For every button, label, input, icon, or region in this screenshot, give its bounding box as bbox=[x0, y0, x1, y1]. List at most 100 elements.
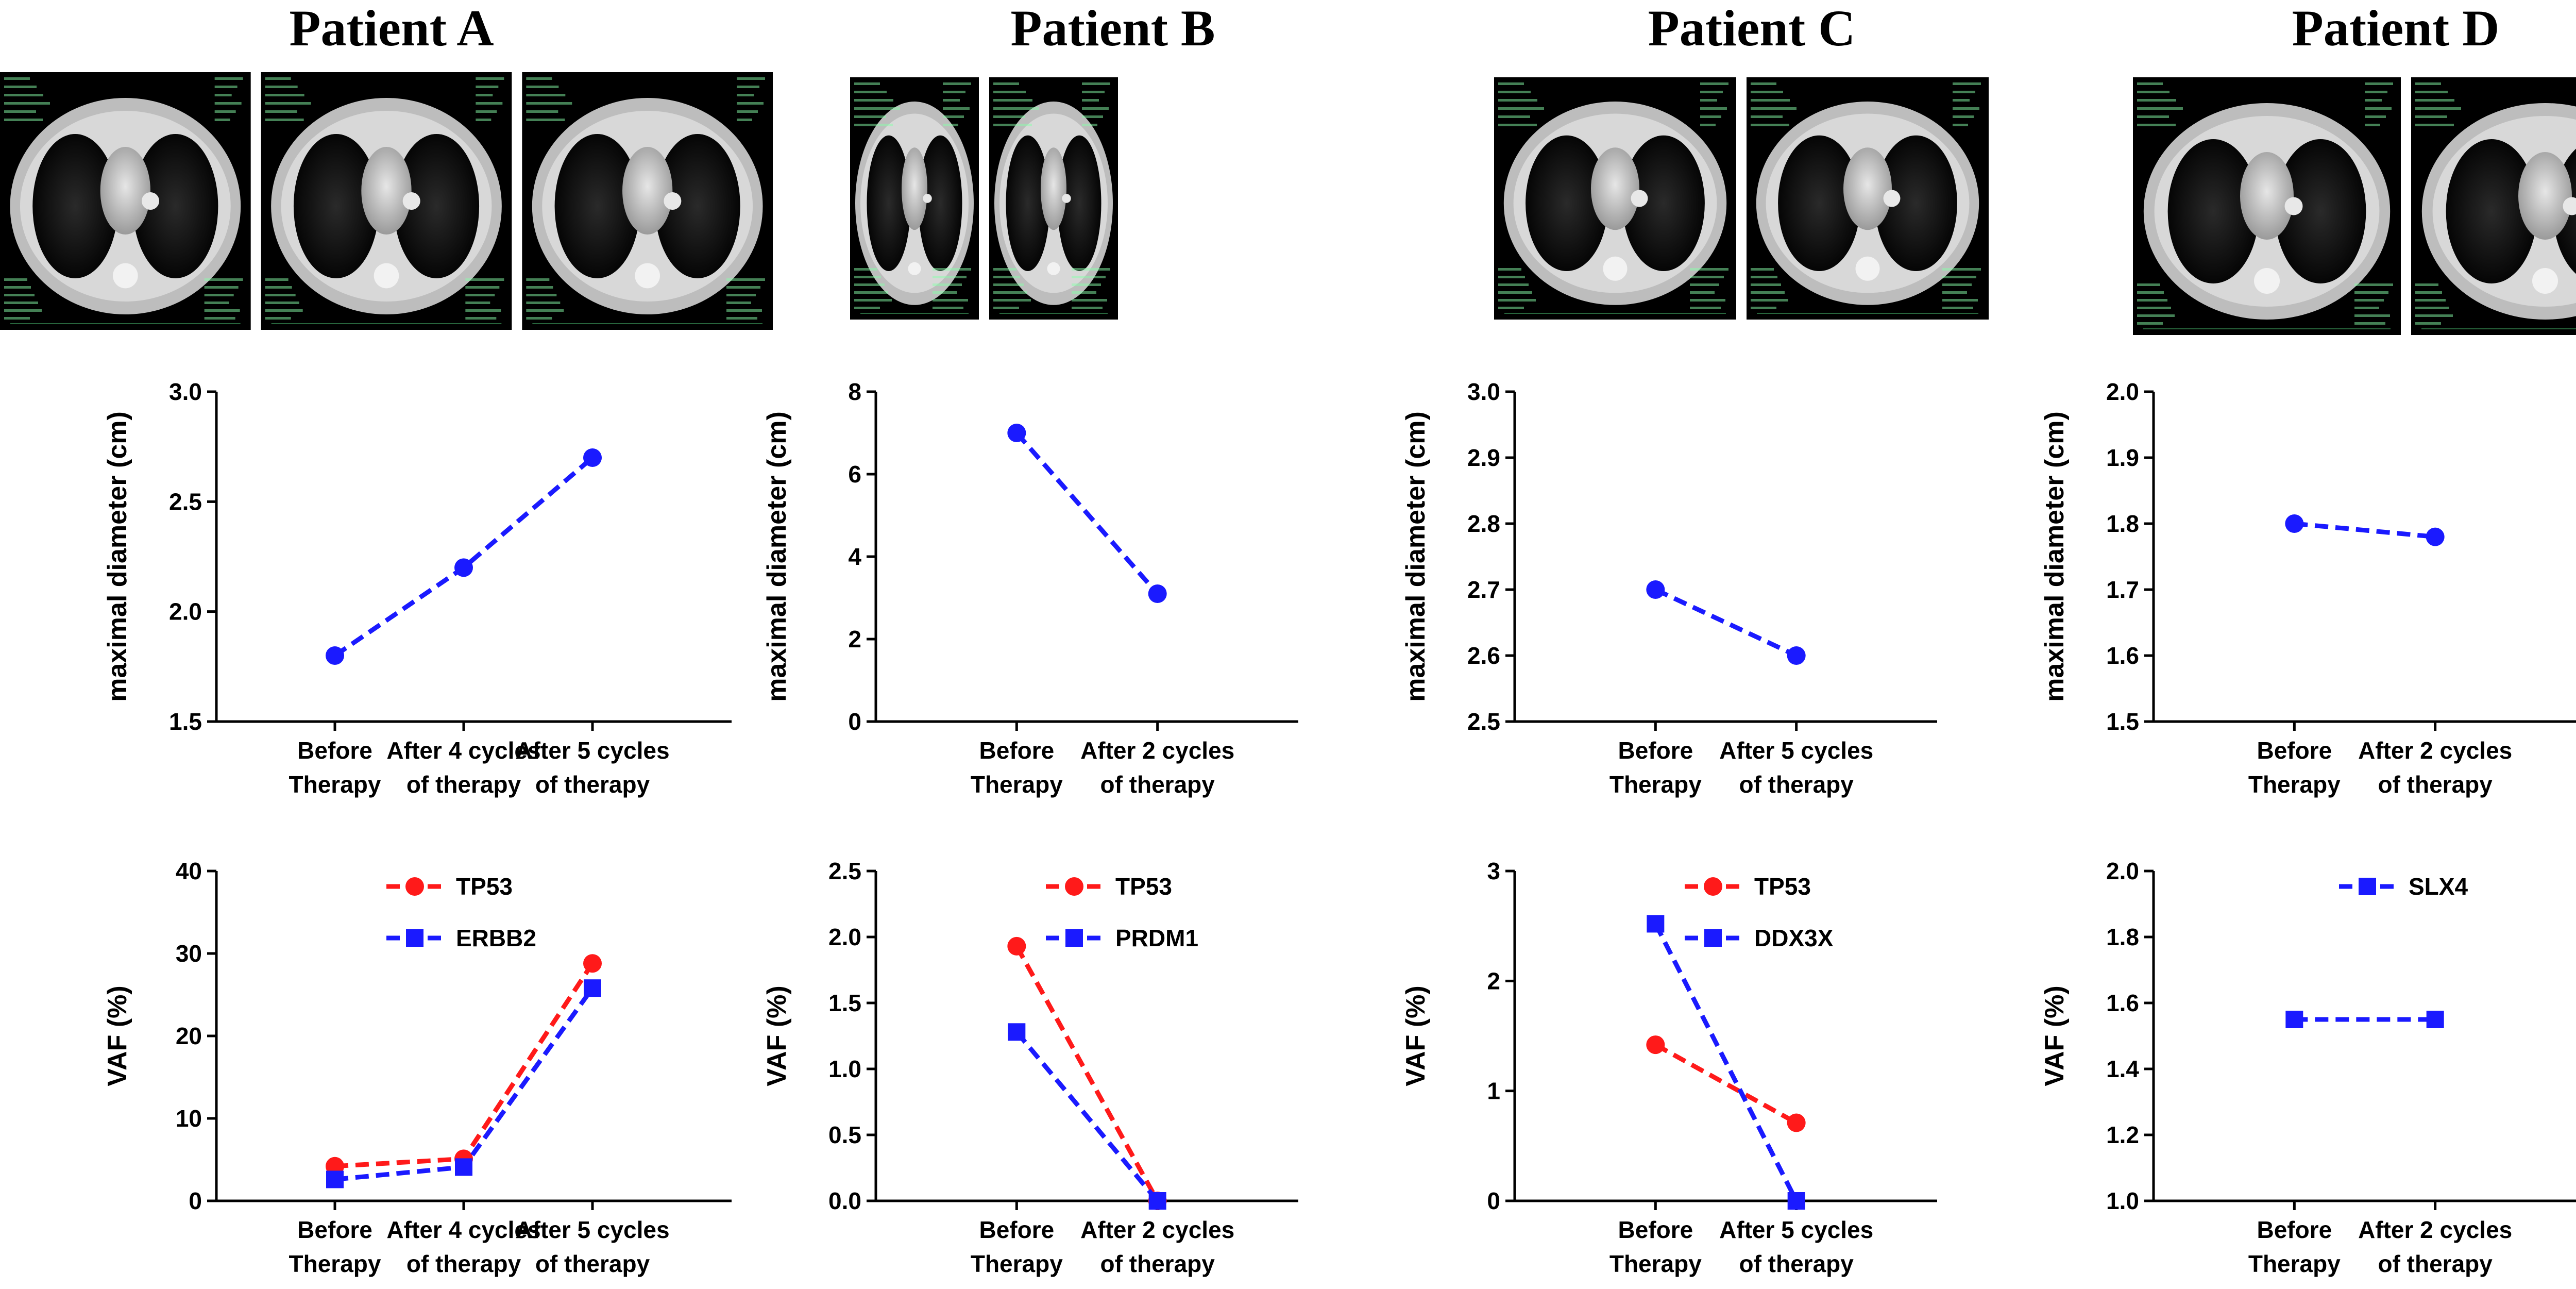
ct-lung-left bbox=[655, 134, 740, 278]
ct-overlay-text bbox=[1700, 82, 1728, 85]
panel-patient-d: Patient D 1.5 1.6 1.7 1.8 1.9 2.0 maximal diame… bbox=[2040, 0, 2576, 1277]
ct-spine bbox=[2532, 268, 2558, 294]
ct-overlay-text bbox=[476, 86, 499, 88]
data-point-TP53 bbox=[1646, 1035, 1665, 1054]
x-tick-label: Therapy bbox=[1609, 771, 1702, 798]
ct-lung-right bbox=[554, 134, 640, 278]
y-tick-label: 0 bbox=[848, 708, 861, 735]
y-axis-label: maximal diameter (cm) bbox=[103, 411, 132, 702]
ct-overlay-text bbox=[1072, 268, 1110, 271]
ct-overlay-text bbox=[943, 82, 971, 85]
ct-overlay-text bbox=[2415, 124, 2454, 126]
vaf-chart: 0.0 0.5 1.0 1.5 2.0 2.5 VAF (%) Before Therapy Af… bbox=[762, 858, 1298, 1277]
ct-images bbox=[850, 77, 1118, 320]
ct-overlay-text bbox=[4, 94, 43, 96]
x-tick-label: Before bbox=[1618, 737, 1693, 764]
y-tick-label: 2.5 bbox=[828, 858, 861, 884]
ct-overlay-text bbox=[1953, 82, 1981, 85]
x-tick-label: After 4 cycles bbox=[386, 1216, 540, 1243]
ct-overlay-text bbox=[2137, 291, 2164, 294]
ct-overlay-text bbox=[1690, 291, 1715, 294]
ct-overlay-text bbox=[465, 302, 490, 304]
ct-overlay-text bbox=[476, 110, 497, 113]
ct-overlay-text bbox=[4, 294, 35, 296]
ct-overlay-text bbox=[465, 294, 495, 296]
ct-overlay-text bbox=[2415, 115, 2447, 118]
ct-overlay-text bbox=[526, 278, 550, 281]
ct-overlay-text bbox=[726, 317, 757, 320]
ct-lesion bbox=[141, 192, 160, 210]
x-tick-label: Before bbox=[297, 737, 372, 764]
ct-overlay-text bbox=[476, 94, 493, 96]
ct-overlay-text bbox=[943, 91, 965, 93]
data-point-diameter bbox=[1787, 646, 1806, 665]
ct-overlay-text bbox=[993, 291, 1027, 294]
y-tick-label: 1.8 bbox=[2106, 924, 2139, 950]
ct-spine bbox=[1047, 262, 1060, 275]
ct-overlay-text bbox=[204, 302, 229, 304]
ct-overlay-text bbox=[993, 99, 1032, 102]
ct-overlay-text bbox=[1082, 124, 1097, 126]
ct-overlay-text bbox=[265, 102, 311, 105]
ct-mediastinum bbox=[361, 147, 412, 235]
x-tick-label: of therapy bbox=[535, 1250, 650, 1277]
ct-mediastinum bbox=[100, 147, 150, 235]
ct-overlay-text bbox=[1942, 299, 1978, 302]
ct-overlay-text bbox=[2415, 299, 2446, 302]
y-tick-label: 1.5 bbox=[169, 708, 202, 735]
y-tick-label: 0.0 bbox=[828, 1187, 861, 1214]
y-tick-label: 2.9 bbox=[1467, 444, 1500, 471]
ct-lung-right bbox=[2446, 139, 2537, 283]
ct-overlay-text bbox=[465, 286, 500, 289]
x-tick-label: Therapy bbox=[289, 771, 381, 798]
ct-overlay-text bbox=[1751, 115, 1783, 118]
y-tick-label: 1.4 bbox=[2106, 1056, 2139, 1082]
ct-images bbox=[0, 72, 773, 330]
y-tick-label: 2.5 bbox=[169, 488, 202, 515]
ct-overlay-text bbox=[1498, 268, 1521, 271]
series-line-diameter bbox=[2294, 521, 2436, 540]
ct-overlay-text bbox=[737, 86, 759, 88]
ct-lesion bbox=[2284, 197, 2303, 215]
y-axis-label: maximal diameter (cm) bbox=[2040, 411, 2070, 702]
x-tick-label: Therapy bbox=[2248, 771, 2341, 798]
series-line-DDX3X bbox=[1653, 923, 1799, 1202]
ct-lung-right bbox=[32, 134, 118, 278]
ct-overlay-text bbox=[993, 82, 1019, 85]
x-tick-label: After 2 cycles bbox=[2358, 737, 2512, 764]
y-tick-label: 3 bbox=[1487, 858, 1500, 884]
y-tick-label: 1.9 bbox=[2106, 444, 2139, 471]
ct-overlay-text bbox=[2415, 307, 2449, 309]
ct-spine bbox=[908, 262, 921, 275]
data-point-diameter bbox=[454, 558, 473, 577]
data-point-DDX3X bbox=[1787, 1192, 1805, 1210]
ct-overlay-text bbox=[726, 302, 751, 304]
ct-overlay-text bbox=[993, 124, 1032, 126]
ct-overlay-text bbox=[265, 309, 303, 312]
ct-overlay-text bbox=[1953, 91, 1975, 93]
ct-overlay-text bbox=[4, 86, 37, 88]
ct-overlay-text bbox=[1700, 124, 1716, 126]
ct-overlay-text bbox=[1690, 283, 1719, 286]
ct-overlay-text bbox=[854, 124, 893, 126]
ct-overlay-text bbox=[1751, 99, 1790, 102]
ct-overlay-text bbox=[526, 286, 553, 289]
ct-overlay-text bbox=[214, 77, 243, 80]
y-tick-label: 0 bbox=[1487, 1187, 1500, 1214]
ct-overlay-text bbox=[2365, 107, 2392, 110]
ct-overlay-text bbox=[526, 309, 564, 312]
ct-overlay-text bbox=[943, 107, 970, 110]
ct-overlay-text bbox=[526, 102, 572, 105]
ct-overlay-text bbox=[993, 91, 1026, 93]
ct-overlay-text bbox=[2354, 291, 2388, 294]
ct-mediastinum bbox=[2518, 152, 2572, 240]
ct-overlay-text bbox=[526, 294, 557, 296]
ct-images bbox=[2133, 77, 2576, 335]
ct-overlay-text bbox=[1498, 124, 1537, 126]
ct-overlay-text bbox=[2415, 91, 2448, 93]
legend-label-ERBB2: ERBB2 bbox=[456, 925, 536, 951]
y-tick-label: 1.2 bbox=[2106, 1121, 2139, 1148]
x-tick-label: of therapy bbox=[1739, 1250, 1854, 1277]
ct-overlay-text bbox=[943, 99, 960, 102]
